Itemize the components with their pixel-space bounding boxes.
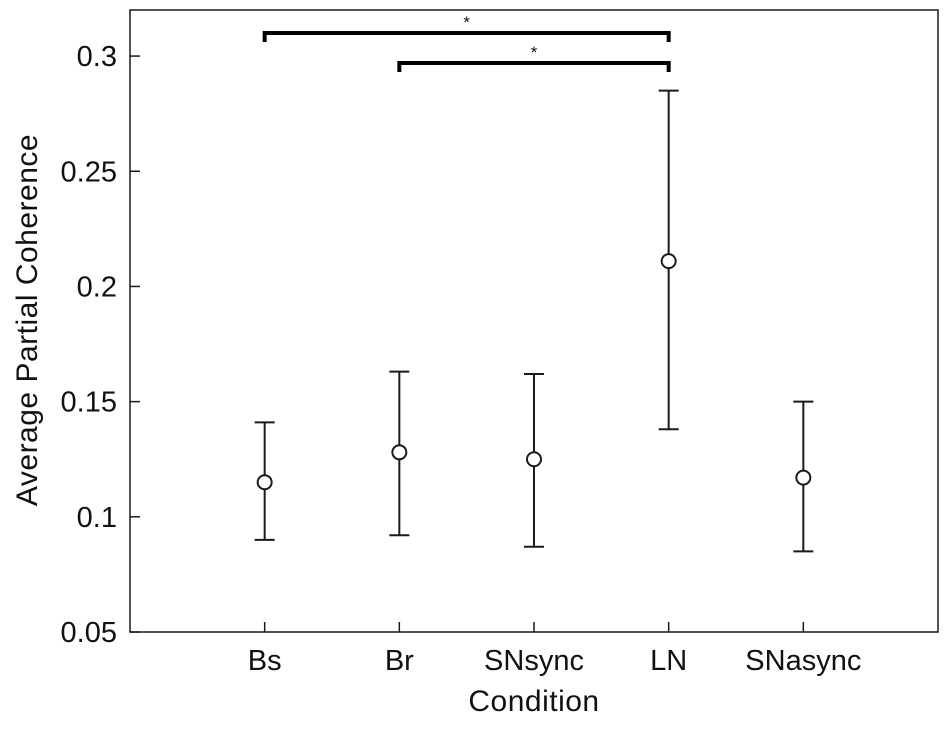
data-point-marker [526,451,542,468]
data-point-marker [256,474,273,491]
y-tick-label: 0.3 [77,41,117,73]
y-tick-label: 0.15 [61,387,117,419]
significance-star: * [463,13,470,32]
x-tick-label: Br [385,645,414,677]
y-tick-label: 0.1 [77,502,117,534]
data-point-marker [660,253,677,270]
x-tick-label: SNasync [745,645,861,677]
x-tick-label: LN [650,645,687,677]
x-axis-label: Condition [468,685,600,718]
y-tick-label: 0.05 [61,617,117,649]
significance-star: * [531,43,538,62]
y-tick-label: 0.25 [61,156,117,188]
y-axis-label: Average Partial Coherence [11,133,44,507]
x-tick-label: Bs [248,645,282,677]
y-tick-label: 0.2 [77,271,117,303]
data-point-marker [795,469,812,486]
x-tick-label: SNsync [484,645,584,677]
significance-bracket [397,60,671,72]
data-point-marker [391,444,408,461]
significance-bracket [262,31,671,43]
